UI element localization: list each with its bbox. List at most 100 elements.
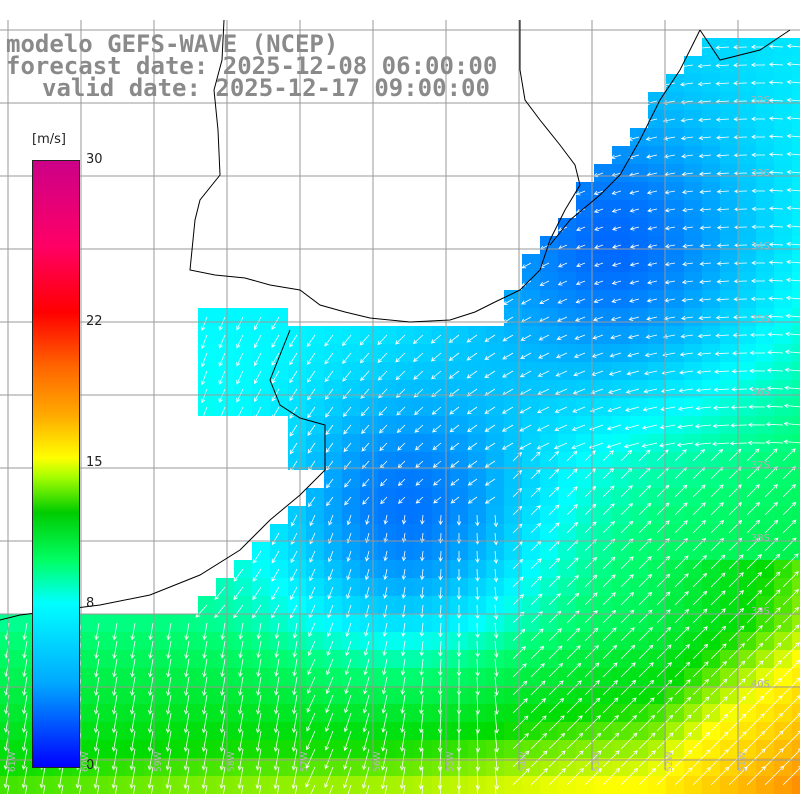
wind-arrow [149,784,154,800]
wind-arrow [493,550,499,564]
wind-arrow [782,501,797,516]
wind-arrow [537,370,550,377]
wind-arrow [23,784,28,800]
wind-arrow [638,644,654,660]
wind-arrow [112,676,118,697]
wind-arrow [364,784,370,800]
wind-arrow [94,658,100,678]
wind-arrow [328,514,334,526]
wind-arrow [236,406,244,421]
wind-arrow [592,334,604,340]
wind-arrow [202,622,208,641]
wind-arrow [166,676,172,697]
wind-arrow [783,403,800,409]
wind-arrow [751,260,766,266]
wind-arrow [308,496,316,508]
wind-arrow [644,370,658,376]
wind-arrow [256,658,262,678]
wind-arrow [593,208,604,213]
wind-arrow [712,441,730,447]
wind-arrow [501,442,514,450]
wind-arrow [764,748,784,768]
wind-arrow [400,658,406,676]
wind-arrow [382,658,388,676]
wind-arrow [201,316,208,332]
wind-arrow [692,555,707,570]
wind-speed-cell [792,272,800,290]
wind-arrow [656,502,670,516]
wind-arrow [292,676,298,696]
wind-arrow [361,424,370,434]
lat-lon-grid [0,20,800,770]
wind-arrow [22,676,28,696]
wind-arrow [501,424,514,432]
wind-arrow [746,448,760,462]
wind-arrow [292,658,298,677]
wind-arrow [660,406,676,412]
wind-arrow [728,695,747,714]
wind-arrow [324,370,334,383]
wind-arrow [438,604,443,619]
wind-arrow [620,627,635,642]
latitude-label: 37S [750,460,770,471]
wind-arrow [734,242,748,248]
wind-arrow [764,589,781,606]
wind-arrow [746,748,766,768]
colorbar-tick-label: 22 [86,313,103,329]
wind-arrow [710,484,724,498]
wind-arrow [401,514,407,525]
wind-arrow [494,766,500,791]
wind-arrow [608,370,622,376]
wind-arrow [548,697,565,714]
wind-arrow [698,297,712,303]
wind-arrow [324,730,334,751]
wind-arrow [274,622,280,640]
wind-arrow [768,296,784,301]
wind-arrow [414,442,424,451]
wind-arrow [253,370,262,385]
wind-arrow [625,388,640,394]
wind-arrow [309,568,316,582]
wind-arrow [716,279,730,284]
wind-arrow [710,502,724,516]
wind-arrow [574,334,586,340]
wind-arrow [395,334,406,345]
wind-arrow [730,423,748,428]
wind-arrow [674,696,692,714]
wind-arrow [681,153,694,159]
wind-arrow [681,279,694,285]
wind-arrow [710,766,730,786]
wind-arrow [641,424,658,430]
wind-arrow [677,406,694,411]
wind-arrow [694,424,712,429]
wind-arrow [200,352,208,368]
wind-arrow [728,713,747,732]
wind-arrow [584,592,598,606]
wind-arrow [400,730,406,752]
wind-arrow [538,334,550,341]
wind-arrow [698,153,712,159]
wind-arrow [746,484,760,498]
wind-arrow [764,571,781,588]
wind-arrow [626,370,640,376]
wind-arrow [656,679,673,696]
wind-arrow [147,766,154,789]
wind-arrow [642,406,658,412]
wind-arrow [620,644,636,660]
wind-arrow [611,280,622,285]
latitude-label: 39S [750,606,770,617]
wind-arrow [584,767,603,786]
wind-arrow [593,190,604,196]
wind-arrow [674,520,688,534]
wind-arrow [782,589,799,606]
wind-arrow [467,460,478,468]
wind-arrow [602,450,614,462]
wind-arrow [699,225,712,231]
wind-arrow [324,334,334,347]
wind-arrow [94,676,100,697]
wind-arrow [415,478,424,486]
wind-arrow [584,521,597,534]
wind-arrow [664,225,676,231]
wind-arrow [782,748,800,768]
wind-arrow [751,206,766,212]
